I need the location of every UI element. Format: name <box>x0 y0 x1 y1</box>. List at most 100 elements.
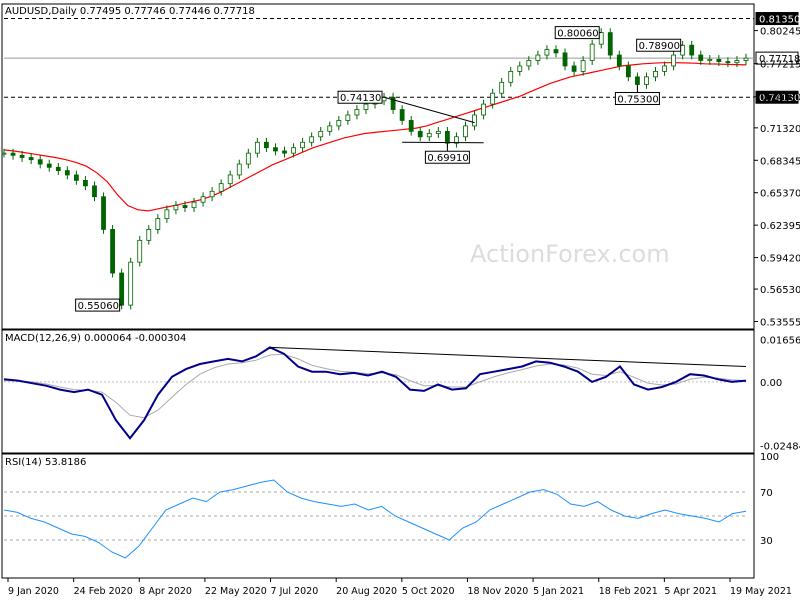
price-candle-body <box>635 76 640 85</box>
price-candle-body <box>508 70 514 83</box>
price-candle-body <box>463 125 468 138</box>
price-ma-line <box>3 62 747 212</box>
price-candle-body <box>689 44 695 56</box>
price-trendline <box>383 96 475 124</box>
price-candle-body <box>182 205 188 209</box>
price-candle-body <box>426 133 432 138</box>
price-candle-body <box>345 114 351 121</box>
rsi-group: 100 70 30 <box>3 452 779 559</box>
rsi-y-tick-label: 70 <box>760 488 773 499</box>
price-candle-body <box>571 65 577 72</box>
x-tick-label: 18 Feb 2021 <box>599 586 658 597</box>
price-y-tick-label: 0.77215 <box>760 60 800 71</box>
rsi-y-tick-label: 100 <box>760 452 779 463</box>
macd-y-tick-label: -0.02484 <box>760 441 800 452</box>
price-y-tick-label: 0.68345 <box>760 156 800 167</box>
rsi-y-tick-label: 30 <box>760 536 773 547</box>
price-candle-body <box>598 32 604 45</box>
price-candle-body <box>580 60 586 72</box>
price-candle-body <box>282 150 287 154</box>
x-tick-label: 5 Apr 2021 <box>664 586 717 597</box>
price-candle-body <box>92 185 97 198</box>
price-candle-body <box>698 54 704 61</box>
price-level-box <box>755 51 799 65</box>
price-candle-body <box>119 272 125 306</box>
price-annotation-label: 0.74130 <box>340 93 381 104</box>
price-candle-body <box>671 54 677 67</box>
rsi-label: RSI(14) 53.8186 <box>5 457 86 468</box>
price-y-tick-label: 0.56530 <box>760 285 800 296</box>
price-candle-body <box>10 152 16 156</box>
price-candle-body <box>83 179 88 187</box>
price-annotation-box <box>337 90 383 104</box>
price-annotation-label: 0.80060 <box>557 29 598 40</box>
price-annotation-box <box>636 38 682 52</box>
price-candle-body <box>155 218 161 230</box>
price-candle-body <box>517 65 523 72</box>
price-candle-body <box>589 43 595 61</box>
price-candle-body <box>101 196 106 230</box>
price-candle-body <box>454 136 459 144</box>
price-level-box <box>755 12 799 26</box>
rsi-panel-frame <box>1 453 755 579</box>
price-candle-body <box>625 65 631 78</box>
price-candle-body <box>363 103 369 110</box>
price-candle-body <box>336 120 342 127</box>
price-candle-body <box>607 32 613 56</box>
x-tick-label: 5 Jan 2021 <box>533 586 584 597</box>
price-candle-body <box>562 52 568 67</box>
x-tick-label: 7 Jul 2020 <box>271 586 319 597</box>
macd-trendline <box>269 346 747 368</box>
price-candle-body <box>273 147 278 152</box>
price-candle-body <box>128 261 134 306</box>
price-y-tick-label: 0.65370 <box>760 189 800 200</box>
price-candle-body <box>616 54 622 67</box>
price-candle-body <box>37 159 43 165</box>
price-candle-body <box>137 239 143 263</box>
price-y-tick-label: 0.62395 <box>760 221 800 232</box>
price-candle-body <box>399 109 405 121</box>
x-tick-label: 19 May 2021 <box>730 586 792 597</box>
price-candle-body <box>417 130 423 138</box>
watermark: ActionForex.com <box>470 240 670 268</box>
price-candle-body <box>662 65 667 72</box>
price-panel-frame <box>1 3 755 330</box>
price-annotation-box <box>424 150 470 164</box>
price-candle-body <box>236 163 242 176</box>
price-candle-body <box>173 205 179 211</box>
price-header: AUDUSD,Daily 0.77495 0.77746 0.77446 0.7… <box>5 6 255 17</box>
macd-y-tick-label: 0.016567 <box>760 336 800 347</box>
price-candle-body <box>300 141 306 149</box>
price-candle-body <box>354 109 360 116</box>
price-candle-body <box>264 141 269 149</box>
price-candle-body <box>55 166 61 171</box>
price-candle-body <box>28 157 34 161</box>
price-candle-body <box>19 154 25 158</box>
price-candle-body <box>73 174 79 181</box>
price-candle-body <box>291 147 296 154</box>
price-candle-body <box>743 57 749 61</box>
price-candle-body <box>309 136 315 143</box>
price-candle-body <box>435 130 441 134</box>
price-candle-body <box>725 61 731 64</box>
price-candle-body <box>481 103 486 116</box>
price-candle-body <box>245 152 251 165</box>
macd-group: 0.016567 0.00 -0.02484 <box>3 336 800 452</box>
price-candle-body <box>408 120 414 132</box>
price-annotation-label: 0.55060 <box>78 301 119 312</box>
price-candle-body <box>191 201 197 209</box>
price-candle-body <box>200 196 206 203</box>
x-tick-label: 8 Apr 2020 <box>139 586 192 597</box>
price-candle-body <box>327 125 333 132</box>
price-y-tick-label: 0.71320 <box>760 124 800 135</box>
rsi-line <box>3 479 747 559</box>
price-candle-body <box>318 130 324 138</box>
macd-panel-frame <box>1 329 755 454</box>
price-candle-body <box>644 76 649 85</box>
price-trendline <box>402 141 484 144</box>
price-annotations: 0.55060 0.74130 0.69910 0.80060 0.75300 0.789… <box>75 26 683 312</box>
price-annotation-label: 0.75300 <box>617 94 658 105</box>
price-candle-body <box>218 183 224 192</box>
